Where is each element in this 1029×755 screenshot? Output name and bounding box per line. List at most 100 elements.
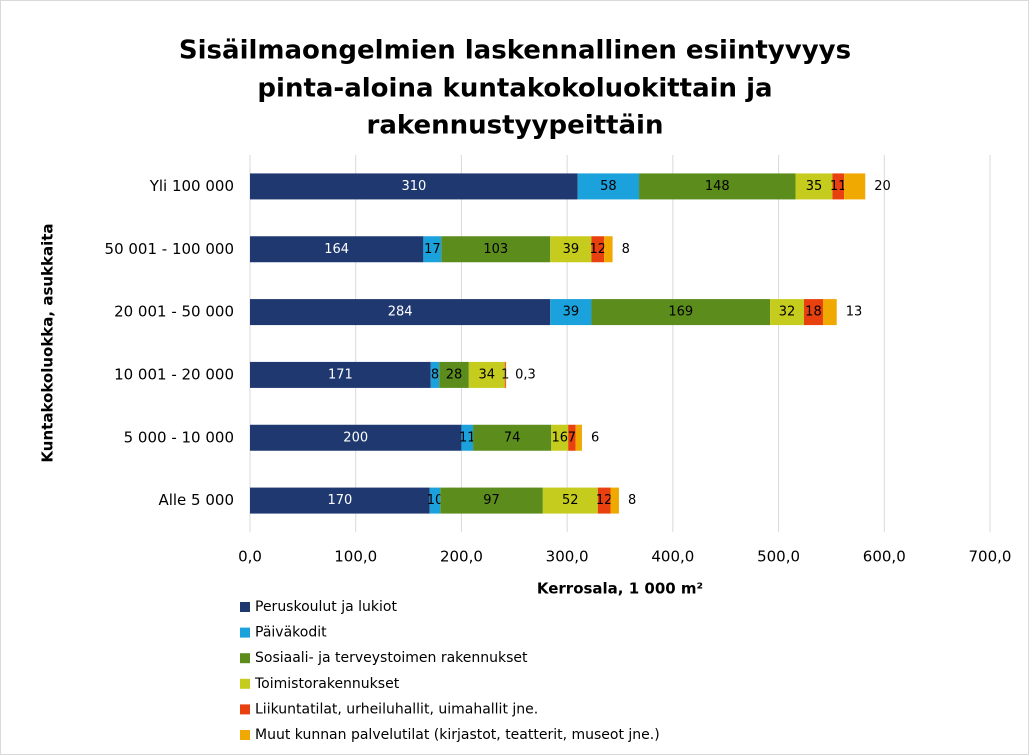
bar-segment bbox=[597, 487, 611, 514]
bar-segment bbox=[423, 236, 442, 263]
data-label: 169 bbox=[668, 305, 693, 320]
bar-segment bbox=[441, 236, 551, 263]
bar-segment bbox=[429, 487, 441, 514]
bar-segment bbox=[639, 173, 796, 200]
data-label: 12 bbox=[596, 493, 613, 508]
data-label: 58 bbox=[600, 179, 617, 194]
y-tick-label: 5 000 - 10 000 bbox=[124, 428, 234, 446]
bar-segment bbox=[575, 424, 582, 451]
bar-segment bbox=[550, 236, 592, 263]
x-tick-label: 100,0 bbox=[334, 548, 377, 566]
data-label: 34 bbox=[479, 367, 496, 382]
legend-label: Päiväkodit bbox=[255, 625, 327, 641]
data-label: 11 bbox=[459, 430, 476, 445]
data-label: 171 bbox=[328, 367, 353, 382]
y-tick-label: Alle 5 000 bbox=[158, 491, 234, 509]
data-label: 103 bbox=[483, 242, 508, 257]
data-label: 16 bbox=[551, 430, 568, 445]
legend-label: Sosiaali- ja terveystoimen rakennukset bbox=[255, 650, 528, 666]
x-tick-label: 0,0 bbox=[238, 548, 262, 566]
bar-segment bbox=[250, 299, 551, 326]
data-label: 32 bbox=[779, 305, 796, 320]
legend-label: Liikuntatilat, urheiluhallit, uimahallit… bbox=[255, 701, 538, 717]
data-label: 39 bbox=[563, 305, 580, 320]
bar-segment bbox=[577, 173, 640, 200]
data-label: 20 bbox=[874, 179, 891, 194]
chart-title: Sisäilmaongelmien laskennallinen esiinty… bbox=[179, 36, 851, 66]
bar-segment bbox=[803, 299, 823, 326]
bar-segment bbox=[795, 173, 833, 200]
bar-segment bbox=[822, 299, 837, 326]
x-axis-title: Kerrosala, 1 000 m² bbox=[537, 580, 703, 598]
data-label: 8 bbox=[622, 242, 630, 257]
data-label: 148 bbox=[705, 179, 730, 194]
y-tick-label: Yli 100 000 bbox=[149, 177, 234, 195]
legend-label: Toimistorakennukset bbox=[254, 676, 400, 692]
bar-segment bbox=[551, 424, 569, 451]
data-label: 6 bbox=[591, 430, 599, 445]
chart-title: rakennustyypeittäin bbox=[367, 111, 664, 141]
chart-title: pinta-aloina kuntakokoluokittain ja bbox=[257, 74, 772, 104]
y-tick-label: 20 001 - 50 000 bbox=[114, 303, 234, 321]
data-label: 35 bbox=[806, 179, 823, 194]
data-label: 11 bbox=[830, 179, 847, 194]
y-axis-title: Kuntakokoluokka, asukkaita bbox=[39, 223, 57, 462]
legend-swatch bbox=[240, 704, 250, 715]
bar-segment bbox=[250, 424, 462, 451]
data-label: 74 bbox=[504, 430, 521, 445]
bar-segment bbox=[440, 487, 543, 514]
data-label: 10 bbox=[427, 493, 444, 508]
bar-segment bbox=[461, 424, 474, 451]
bar-segment bbox=[439, 361, 469, 388]
legend-label: Muut kunnan palvelutilat (kirjastot, tea… bbox=[255, 727, 660, 743]
bar-segment bbox=[250, 236, 424, 263]
data-label: 13 bbox=[846, 305, 863, 320]
data-label: 7 bbox=[568, 430, 576, 445]
bar-segment bbox=[832, 173, 845, 200]
data-label: 284 bbox=[388, 305, 413, 320]
legend-swatch bbox=[240, 678, 250, 689]
y-tick-label: 10 001 - 20 000 bbox=[114, 365, 234, 383]
legend-label: Peruskoulut ja lukiot bbox=[255, 599, 397, 615]
data-label: 1 bbox=[501, 367, 509, 382]
bar-segment bbox=[468, 361, 505, 388]
bar-segment bbox=[473, 424, 552, 451]
bar-segment bbox=[568, 424, 576, 451]
bar-segment bbox=[604, 236, 613, 263]
x-tick-label: 400,0 bbox=[651, 548, 694, 566]
bar-segment bbox=[250, 487, 430, 514]
data-label: 97 bbox=[483, 493, 500, 508]
bar-segment bbox=[542, 487, 598, 514]
data-label: 12 bbox=[590, 242, 607, 257]
data-label: 170 bbox=[327, 493, 352, 508]
data-label: 0,3 bbox=[515, 367, 536, 382]
legend-swatch bbox=[240, 602, 250, 612]
data-label: 310 bbox=[401, 179, 426, 194]
bar-segment bbox=[250, 361, 431, 388]
legend-swatch bbox=[240, 627, 250, 638]
data-label: 39 bbox=[563, 242, 580, 257]
x-tick-label: 700,0 bbox=[969, 548, 1012, 566]
data-label: 200 bbox=[343, 430, 368, 445]
legend-swatch bbox=[240, 653, 250, 664]
x-tick-label: 200,0 bbox=[440, 548, 483, 566]
bar-segment bbox=[250, 173, 578, 200]
x-tick-label: 300,0 bbox=[546, 548, 589, 566]
bar-segment bbox=[504, 361, 506, 388]
data-label: 28 bbox=[446, 367, 463, 382]
bar-segment bbox=[550, 299, 592, 326]
x-tick-label: 500,0 bbox=[757, 548, 800, 566]
data-label: 8 bbox=[431, 367, 439, 382]
data-label: 8 bbox=[628, 493, 636, 508]
bar-segment bbox=[591, 236, 605, 263]
data-label: 164 bbox=[324, 242, 349, 257]
bar-segment bbox=[610, 487, 619, 514]
data-label: 17 bbox=[424, 242, 441, 257]
bar-segment bbox=[591, 299, 771, 326]
bar-segment bbox=[430, 361, 440, 388]
bar-segment bbox=[844, 173, 866, 200]
data-label: 18 bbox=[805, 305, 822, 320]
legend-swatch bbox=[240, 730, 250, 740]
